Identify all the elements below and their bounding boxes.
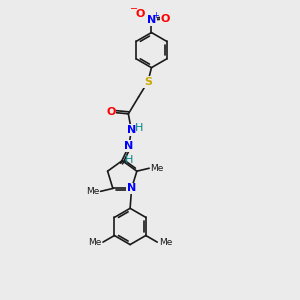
Text: N: N [124,141,134,151]
Text: Me: Me [159,238,172,247]
Text: Me: Me [88,238,102,247]
Text: +: + [152,11,159,20]
Text: N: N [147,15,156,25]
Text: H: H [135,123,144,133]
Text: Me: Me [151,164,164,173]
Text: S: S [144,77,152,87]
Text: N: N [127,125,136,135]
Text: O: O [106,107,116,117]
Text: O: O [136,9,145,19]
Text: O: O [160,14,170,24]
Text: H: H [125,155,133,165]
Text: Me: Me [86,188,99,196]
Text: N: N [127,183,136,194]
Text: −: − [130,4,138,14]
